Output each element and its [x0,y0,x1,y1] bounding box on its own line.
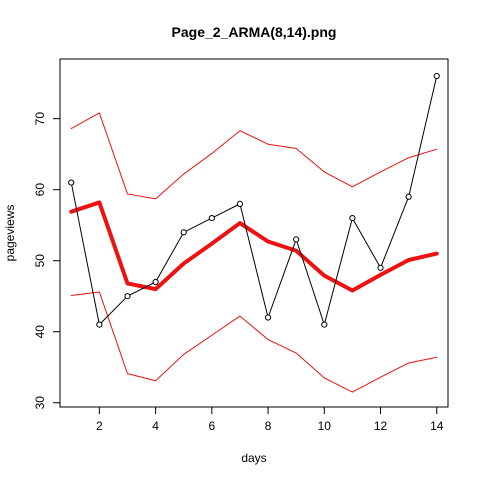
y-tick-label: 40 [33,325,47,339]
chart-title: Page_2_ARMA(8,14).png [172,24,337,40]
series-observed-point [208,214,215,222]
y-tick-label: 50 [33,254,47,268]
x-axis-label: days [241,451,266,465]
series-observed-point [349,214,356,222]
series-lower-bound-line [70,291,438,393]
series-observed-point [124,293,131,300]
series-observed-point [180,229,187,236]
series-observed-point [377,264,384,271]
y-axis-label: pageviews [3,205,17,262]
series-fitted-line [69,200,439,293]
x-tick-label: 2 [96,419,103,433]
series-observed-point [152,278,159,286]
series-observed-point [236,200,244,207]
y-tick-label: 30 [33,396,47,410]
series-layer [68,72,440,393]
series-observed-point [96,321,103,328]
series-observed-point [321,321,328,328]
x-tick-label: 4 [152,419,159,433]
series-observed-point [68,179,75,186]
series-observed-line [70,75,438,326]
series-observed-point [405,193,412,200]
series-observed-point [264,314,272,321]
x-axis: 2 4 6 8 10 12 14 [96,406,444,433]
x-tick-label: 10 [318,419,332,433]
y-axis: 30 40 50 60 70 [33,112,61,410]
y-tick-label: 70 [33,112,47,126]
series-observed-point [433,72,440,80]
x-tick-label: 8 [265,419,272,433]
y-tick-label: 60 [33,183,47,197]
x-tick-label: 12 [374,419,388,433]
x-tick-label: 6 [208,419,215,433]
x-tick-label: 14 [430,419,444,433]
series-observed-point [293,236,300,243]
series-upper-bound-line [70,112,438,200]
